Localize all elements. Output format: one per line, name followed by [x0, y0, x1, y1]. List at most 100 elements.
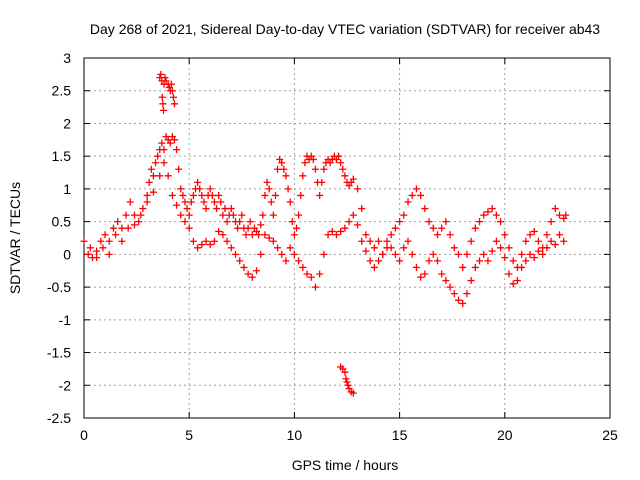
- data-point: [463, 250, 471, 258]
- data-point: [122, 211, 130, 219]
- data-point: [286, 198, 294, 206]
- data-point: [446, 231, 454, 239]
- data-point: [183, 205, 191, 213]
- data-point: [534, 247, 542, 255]
- data-point: [159, 100, 167, 108]
- data-point: [400, 211, 408, 219]
- data-point: [497, 218, 505, 226]
- data-point: [421, 205, 429, 213]
- data-point: [185, 224, 193, 232]
- data-point: [227, 205, 235, 213]
- data-point: [556, 211, 564, 219]
- data-point: [366, 257, 374, 265]
- data-point: [530, 254, 538, 262]
- data-point: [400, 244, 408, 252]
- data-point: [396, 257, 404, 265]
- data-point: [158, 139, 166, 147]
- data-point: [112, 231, 120, 239]
- y-tick-label: 0.5: [52, 214, 72, 230]
- data-point: [297, 191, 305, 199]
- data-point: [109, 224, 117, 232]
- data-point: [290, 250, 298, 258]
- data-point: [215, 191, 223, 199]
- data-point: [349, 175, 357, 183]
- data-point: [391, 224, 399, 232]
- data-point: [366, 237, 374, 245]
- data-point: [158, 93, 166, 101]
- data-point: [556, 231, 564, 239]
- data-point: [282, 172, 290, 180]
- y-tick-label: 0: [63, 246, 71, 262]
- data-point: [299, 263, 307, 271]
- data-point: [130, 221, 138, 229]
- chart-title: Day 268 of 2021, Sidereal Day-to-day VTE…: [90, 21, 600, 37]
- data-point: [320, 165, 328, 173]
- data-point: [280, 165, 288, 173]
- data-point: [259, 211, 267, 219]
- data-point: [187, 198, 195, 206]
- data-point: [114, 218, 122, 226]
- data-point: [170, 100, 178, 108]
- y-tick-label: 1.5: [52, 148, 72, 164]
- y-tick-label: 1: [63, 181, 71, 197]
- y-tick-label: -0.5: [47, 279, 71, 295]
- data-point: [282, 257, 290, 265]
- x-tick-label: 5: [185, 427, 193, 443]
- data-point: [341, 224, 349, 232]
- data-point: [149, 172, 157, 180]
- data-point: [130, 211, 138, 219]
- data-point: [337, 159, 345, 167]
- data-point: [421, 270, 429, 278]
- data-point: [295, 211, 303, 219]
- data-point: [248, 231, 256, 239]
- series-lower-trace: [86, 159, 568, 307]
- data-point: [84, 250, 92, 258]
- data-point: [459, 263, 467, 271]
- data-point: [551, 205, 559, 213]
- data-point: [471, 224, 479, 232]
- data-point: [358, 205, 366, 213]
- data-point: [219, 211, 227, 219]
- data-point: [562, 211, 570, 219]
- data-point: [433, 231, 441, 239]
- data-point: [358, 237, 366, 245]
- data-point: [170, 136, 178, 144]
- data-point: [139, 205, 147, 213]
- data-point: [530, 227, 538, 235]
- data-point: [206, 185, 214, 193]
- data-point: [543, 231, 551, 239]
- data-point: [234, 224, 242, 232]
- data-point: [337, 227, 345, 235]
- tick-layer: 0 5 10 15 20 25 -2.5 -2 -1.5 -1 -0.5 0 0.5 1 1.5 2 2.5 3: [47, 50, 618, 443]
- data-point: [404, 198, 412, 206]
- data-point: [379, 250, 387, 258]
- data-point: [175, 165, 183, 173]
- data-point: [476, 218, 484, 226]
- data-point: [492, 211, 500, 219]
- data-point: [177, 185, 185, 193]
- data-point: [354, 185, 362, 193]
- data-point: [505, 244, 513, 252]
- data-point: [166, 139, 174, 147]
- data-point: [93, 247, 101, 255]
- data-point: [442, 218, 450, 226]
- data-point: [210, 237, 218, 245]
- data-point: [278, 250, 286, 258]
- data-point: [484, 208, 492, 216]
- data-point: [149, 188, 157, 196]
- data-point: [335, 152, 343, 160]
- data-point: [526, 231, 534, 239]
- data-point: [154, 152, 162, 160]
- data-point: [311, 283, 319, 291]
- data-point: [471, 263, 479, 271]
- data-point: [80, 237, 88, 245]
- data-point: [236, 218, 244, 226]
- data-point: [429, 250, 437, 258]
- data-point: [383, 237, 391, 245]
- data-point: [301, 159, 309, 167]
- data-point: [194, 244, 202, 252]
- x-tick-label: 15: [392, 427, 408, 443]
- data-point: [497, 244, 505, 252]
- data-point: [198, 241, 206, 249]
